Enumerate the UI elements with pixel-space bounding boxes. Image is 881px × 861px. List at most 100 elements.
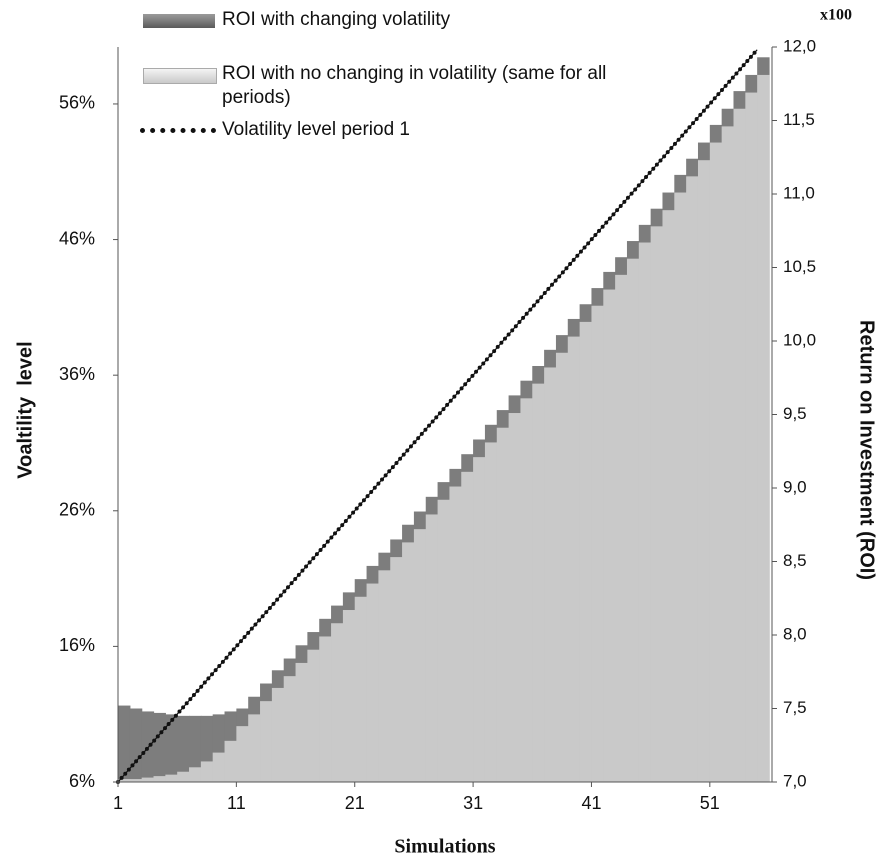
roi-bar <box>248 714 261 782</box>
legend-item: ROI with no changing in volatility (same… <box>140 62 610 110</box>
roi-bar <box>650 226 664 783</box>
roi-bar <box>331 623 344 782</box>
legend-label: ROI with no changing in volatility (same… <box>222 63 607 108</box>
y2-tick-label: 12,0 <box>783 36 816 55</box>
roi-bar <box>721 126 735 782</box>
roi-bar <box>449 486 462 782</box>
y-tick-label: 46% <box>59 228 95 248</box>
roi-bar <box>153 776 166 782</box>
roi-bar <box>413 529 427 782</box>
roi-bar <box>591 305 604 782</box>
roi-bar <box>733 108 746 783</box>
volatility-dots <box>116 47 760 784</box>
roi-bar <box>402 542 415 782</box>
roi-bar <box>295 662 308 782</box>
y2-tick-label: 8,5 <box>783 551 807 570</box>
legend-swatch <box>140 128 216 133</box>
x-tick-label: 51 <box>700 793 720 813</box>
y2-tick-label: 7,5 <box>783 698 807 717</box>
roi-bar <box>757 74 770 783</box>
roi-bar <box>165 774 178 782</box>
roi-bar <box>484 442 498 782</box>
roi-bar <box>697 160 711 782</box>
legend-label: Volatility level period 1 <box>222 119 410 140</box>
roi-bar <box>603 289 616 782</box>
roi-bar <box>118 705 131 782</box>
roi-bar <box>425 514 439 782</box>
roi-bar <box>200 761 214 782</box>
roi-bar <box>555 352 569 782</box>
roi-bar <box>579 321 593 782</box>
roi-bar <box>141 777 155 782</box>
roi-bar <box>283 676 297 782</box>
x-axis-title: Simulations <box>394 836 495 858</box>
y-tick-label: 56% <box>59 93 95 113</box>
roi-bar <box>165 714 178 782</box>
roi-bar <box>520 398 533 782</box>
y2-tick-label: 10,0 <box>783 330 816 349</box>
roi-bar <box>271 687 285 782</box>
x-tick-label: 31 <box>463 793 483 813</box>
roi-bar <box>615 274 628 782</box>
y2-tick-label: 11,0 <box>783 183 815 202</box>
roi-bar <box>224 740 237 782</box>
roi-bar <box>638 242 652 782</box>
x-tick-label: 21 <box>345 793 365 813</box>
y-tick-label: 36% <box>59 364 95 384</box>
roi-bar <box>307 649 320 782</box>
roi-bar <box>319 636 332 782</box>
roi-bar <box>626 258 640 782</box>
y2-tick-label: 9,0 <box>783 477 807 496</box>
legend-item: Volatility level period 1 <box>140 118 610 142</box>
legend-swatch <box>143 68 217 84</box>
y2-tick-label: 10,5 <box>783 257 816 276</box>
y2-axis-title: Return on Investment (ROI) <box>856 320 878 580</box>
legend-swatch <box>143 14 215 28</box>
y2-tick-label: 9,5 <box>783 404 807 423</box>
legend-item: ROI with changing volatility <box>140 8 610 32</box>
roi-bar <box>390 557 403 782</box>
roi-bar <box>118 779 131 782</box>
roi-bar <box>567 336 581 782</box>
roi-bar <box>437 499 451 782</box>
legend-label: ROI with changing volatility <box>222 9 451 30</box>
x-tick-label: 41 <box>581 793 601 813</box>
roi-bar <box>461 471 474 782</box>
roi-bar <box>153 712 166 782</box>
roi-bar <box>532 383 545 782</box>
roi-bar <box>745 92 758 782</box>
roi-bar <box>129 708 143 782</box>
roi-bar <box>177 715 190 782</box>
roi-bar <box>674 192 687 782</box>
roi-bar <box>236 726 249 782</box>
y2-tick-label: 8,0 <box>783 624 807 643</box>
roi-bar <box>189 715 202 782</box>
y2-tick-label: 7,0 <box>783 771 807 790</box>
y2-unit: x100 <box>820 7 852 24</box>
roi-bar <box>129 779 143 782</box>
y-tick-label: 6% <box>69 771 95 791</box>
roi-bar <box>342 610 356 782</box>
roi-bar <box>141 711 155 782</box>
y-axis-title: Voaltility level <box>14 341 36 478</box>
roi-bar <box>177 771 190 782</box>
roi-bar <box>378 570 391 782</box>
roi-bar <box>354 596 368 782</box>
y-tick-label: 26% <box>59 500 95 520</box>
x-tick-label: 1 <box>113 793 123 813</box>
roi-bar <box>366 583 379 782</box>
roi-bar <box>473 457 486 782</box>
y2-tick-label: 11,5 <box>783 110 815 129</box>
roi-bar <box>686 176 699 783</box>
x-tick-label: 11 <box>227 793 246 813</box>
roi-bar <box>508 413 522 782</box>
roi-bar <box>260 701 273 782</box>
y-tick-label: 16% <box>59 635 95 655</box>
legend: ROI with changing volatility ROI with no… <box>140 8 610 150</box>
roi-bar <box>212 752 226 782</box>
roi-bar <box>544 367 557 782</box>
roi-bar <box>496 427 510 782</box>
roi-bar <box>189 767 202 782</box>
